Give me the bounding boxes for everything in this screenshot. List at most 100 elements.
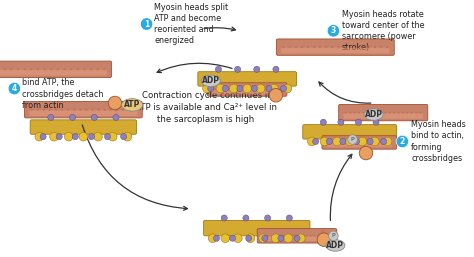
Circle shape (79, 132, 88, 141)
Circle shape (349, 46, 352, 48)
Text: P: P (332, 233, 335, 238)
Circle shape (120, 134, 127, 140)
Circle shape (40, 134, 46, 140)
Text: ADP: ADP (365, 110, 383, 119)
Circle shape (57, 68, 59, 70)
Circle shape (337, 46, 339, 48)
Circle shape (278, 235, 284, 241)
Circle shape (346, 141, 348, 144)
Circle shape (35, 132, 44, 141)
Circle shape (233, 88, 235, 91)
Circle shape (374, 141, 376, 144)
Circle shape (410, 112, 413, 114)
Circle shape (267, 88, 269, 91)
Circle shape (254, 66, 260, 72)
FancyBboxPatch shape (25, 102, 142, 118)
Circle shape (264, 215, 271, 221)
Circle shape (229, 84, 238, 93)
Circle shape (273, 66, 279, 72)
Circle shape (213, 88, 216, 91)
Circle shape (331, 46, 333, 48)
Circle shape (271, 234, 280, 243)
Circle shape (37, 68, 39, 70)
Circle shape (61, 108, 63, 111)
Circle shape (269, 89, 283, 102)
Circle shape (56, 134, 62, 140)
Ellipse shape (326, 240, 345, 251)
Circle shape (340, 139, 346, 145)
Circle shape (378, 141, 380, 144)
Circle shape (320, 119, 327, 125)
Circle shape (221, 234, 229, 243)
Circle shape (289, 46, 291, 48)
Circle shape (70, 68, 73, 70)
Circle shape (328, 235, 331, 237)
Text: 2: 2 (400, 137, 405, 146)
Circle shape (371, 112, 374, 114)
Circle shape (8, 82, 20, 95)
Circle shape (295, 46, 297, 48)
Circle shape (88, 134, 94, 140)
Circle shape (313, 46, 315, 48)
Text: ADP: ADP (326, 241, 344, 250)
Circle shape (243, 84, 252, 93)
Circle shape (406, 112, 409, 114)
Circle shape (371, 141, 373, 144)
Circle shape (97, 68, 99, 70)
Text: Myosin heads rotate
toward center of the
sarcomere (power
stroke): Myosin heads rotate toward center of the… (342, 10, 425, 52)
Circle shape (348, 135, 357, 144)
Circle shape (109, 108, 112, 111)
Circle shape (383, 137, 392, 146)
Circle shape (335, 141, 337, 144)
Circle shape (354, 139, 360, 145)
Circle shape (67, 108, 69, 111)
Circle shape (283, 84, 292, 93)
Circle shape (338, 119, 344, 125)
Circle shape (415, 112, 417, 114)
Circle shape (393, 112, 395, 114)
Circle shape (328, 231, 338, 241)
Circle shape (64, 68, 66, 70)
Circle shape (103, 68, 106, 70)
Circle shape (79, 108, 82, 111)
Circle shape (343, 46, 346, 48)
Circle shape (279, 235, 281, 237)
Circle shape (301, 46, 303, 48)
Circle shape (215, 66, 221, 72)
FancyBboxPatch shape (276, 39, 394, 55)
Circle shape (388, 141, 391, 144)
Circle shape (259, 88, 262, 91)
Circle shape (298, 235, 300, 237)
Circle shape (356, 141, 359, 144)
FancyBboxPatch shape (212, 90, 282, 94)
Circle shape (263, 88, 265, 91)
Circle shape (402, 112, 404, 114)
Circle shape (275, 235, 277, 237)
Circle shape (103, 108, 106, 111)
Circle shape (221, 88, 223, 91)
Circle shape (349, 112, 351, 114)
Circle shape (49, 108, 51, 111)
Text: Myosin heads
bind to actin,
forming
crossbridges: Myosin heads bind to actin, forming cros… (411, 120, 466, 163)
Circle shape (317, 233, 330, 246)
Circle shape (368, 46, 370, 48)
Circle shape (362, 46, 364, 48)
Circle shape (85, 108, 88, 111)
Circle shape (270, 84, 278, 93)
Circle shape (309, 235, 311, 237)
FancyBboxPatch shape (303, 125, 397, 139)
Circle shape (345, 112, 347, 114)
Circle shape (55, 108, 57, 111)
Circle shape (90, 68, 92, 70)
Circle shape (50, 68, 53, 70)
FancyBboxPatch shape (281, 48, 390, 53)
Ellipse shape (122, 99, 143, 111)
Circle shape (371, 137, 379, 146)
Circle shape (208, 86, 214, 91)
Circle shape (294, 235, 300, 241)
Circle shape (362, 112, 365, 114)
Circle shape (326, 139, 332, 145)
Circle shape (271, 235, 273, 237)
FancyBboxPatch shape (262, 236, 332, 241)
Circle shape (267, 235, 269, 237)
